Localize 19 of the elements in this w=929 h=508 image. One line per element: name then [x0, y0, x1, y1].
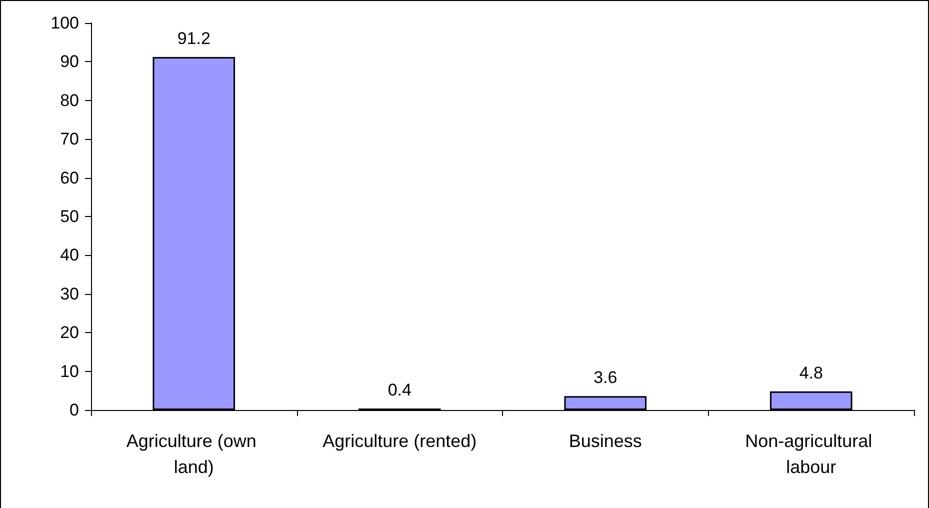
x-tick-label: Business	[568, 431, 642, 451]
x-tick-label: Non-agricultural labour	[745, 431, 878, 477]
x-tick-label: Agriculture (own land)	[126, 431, 262, 477]
y-tick-label: 90	[60, 52, 79, 72]
y-tick-label: 50	[60, 207, 79, 226]
x-tick-label: Agriculture (rented)	[322, 431, 477, 451]
y-tick-label: 100	[50, 14, 79, 32]
y-tick-label: 0	[70, 400, 79, 420]
data-label: 3.6	[594, 368, 618, 388]
y-tick-label: 80	[60, 90, 79, 110]
y-tick-label: 20	[60, 323, 79, 342]
y-tick-label: 30	[60, 284, 79, 304]
y-tick-label: 10	[60, 362, 79, 381]
y-tick-label: 70	[60, 130, 79, 149]
y-tick-label: 60	[60, 168, 79, 188]
data-label: 91.2	[177, 29, 210, 48]
y-tick-label: 40	[60, 246, 79, 265]
data-label: 4.8	[799, 363, 823, 382]
data-label: 0.4	[388, 380, 412, 400]
